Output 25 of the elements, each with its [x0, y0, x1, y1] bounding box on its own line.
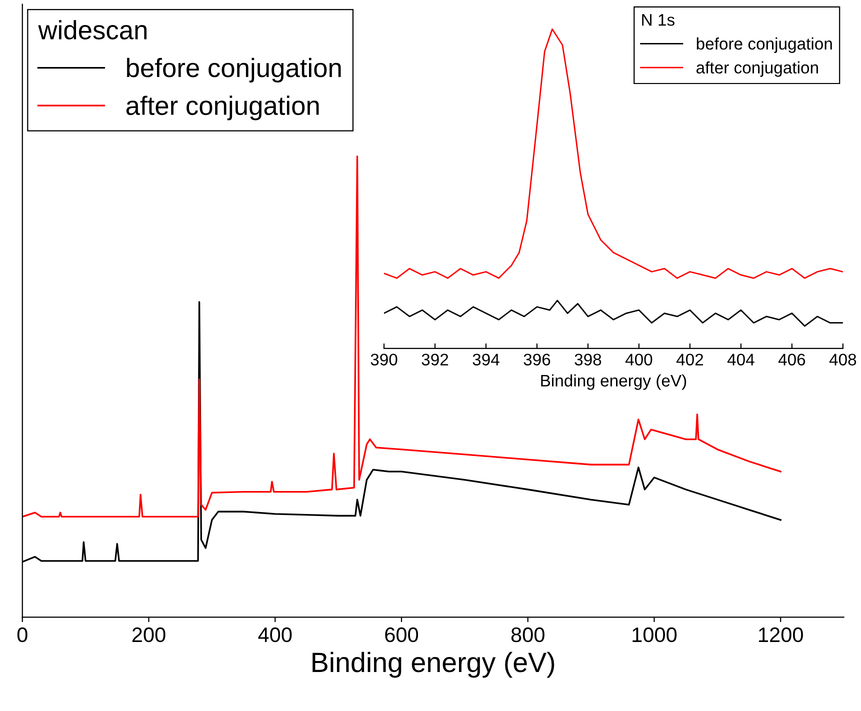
x-tick-label: 408 — [829, 354, 856, 366]
x-tick-label: 1000 — [632, 627, 677, 642]
x-tick-label: 392 — [422, 354, 448, 366]
x-tick-label: 396 — [524, 354, 550, 366]
legend-label: after conjugation — [696, 61, 818, 77]
x-tick-label: 400 — [258, 627, 292, 642]
x-tick-label: 402 — [676, 354, 704, 366]
x-tick-label: 600 — [385, 627, 418, 642]
x-tick-label: 400 — [625, 354, 652, 366]
x-tick-label: 200 — [132, 627, 166, 642]
legend-label: before conjugation — [696, 37, 832, 53]
x-tick-label: 404 — [727, 354, 754, 366]
x-tick-label: 0 — [17, 627, 28, 642]
x-tick-label: 394 — [472, 354, 500, 366]
x-tick-label: 800 — [511, 627, 544, 642]
legend-title: N 1s — [642, 14, 674, 26]
legend-label: after conjugation — [126, 96, 319, 120]
x-tick-label: 406 — [778, 354, 806, 366]
x-tick-label: 398 — [574, 354, 602, 366]
x-axis-title: Binding energy (eV) — [312, 652, 554, 678]
x-axis-title: Binding energy (eV) — [541, 374, 686, 390]
x-tick-label: 390 — [370, 354, 398, 366]
legend-title: widescan — [38, 20, 147, 40]
legend-label: before conjugation — [127, 58, 341, 82]
x-tick-label: 1200 — [759, 627, 803, 642]
